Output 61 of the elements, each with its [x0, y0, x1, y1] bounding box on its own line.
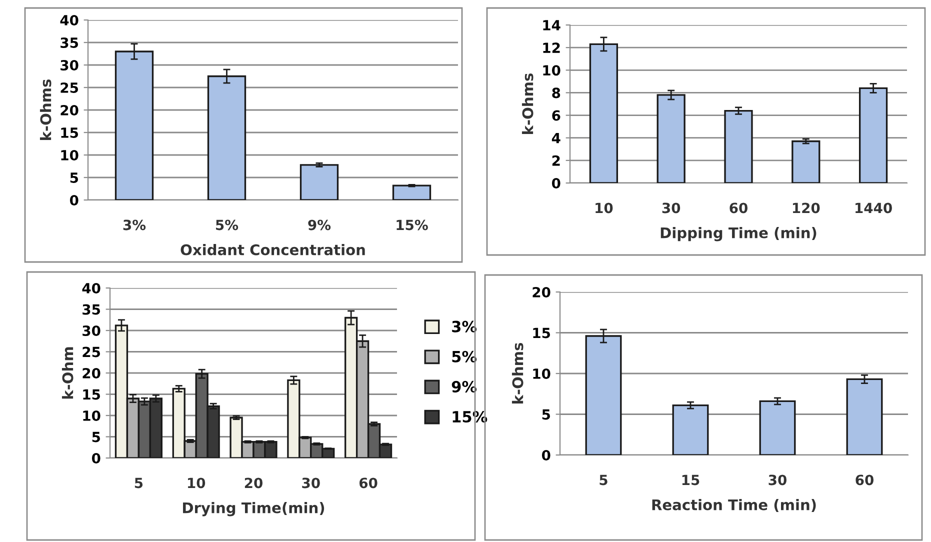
x-axis-title: Reaction Time (min): [652, 498, 816, 512]
x-tick-label: 10: [596, 202, 613, 214]
y-tick-label: 0: [552, 178, 560, 188]
y-tick-label: 20: [82, 368, 100, 378]
y-tick-label: 40: [60, 14, 78, 26]
y-tick-label: 0: [70, 194, 78, 206]
x-tick-label: 120: [792, 202, 820, 214]
legend-label: 9%: [452, 380, 477, 392]
y-tick-label: 15: [533, 328, 550, 338]
y-axis-title: k-Ohms: [512, 342, 524, 404]
x-tick-label: 10: [188, 478, 206, 488]
y-tick-label: 25: [60, 82, 78, 93]
x-tick-label: 15%: [396, 220, 428, 230]
legend-label: 3%: [452, 320, 477, 332]
y-tick-label: 35: [82, 304, 100, 315]
x-axis-title: Drying Time(min): [183, 502, 324, 516]
y-tick-label: 0: [92, 452, 100, 464]
y-tick-label: 15: [61, 128, 78, 138]
x-tick-label: 5: [600, 474, 608, 486]
y-tick-label: 30: [82, 325, 100, 336]
x-tick-label: 60: [856, 474, 874, 486]
y-tick-label: 8: [552, 88, 560, 98]
x-axis-title: Oxidant Concentration: [180, 244, 365, 256]
x-tick-label: 30: [302, 478, 320, 488]
y-tick-label: 40: [82, 282, 100, 294]
legend-label: 15%: [452, 410, 488, 423]
x-axis-title: Dipping Time (min): [660, 226, 816, 242]
y-axis-title: k-Ohms: [40, 79, 52, 140]
x-tick-label: 9%: [308, 220, 331, 230]
y-tick-label: 4: [552, 133, 560, 144]
x-tick-label: 3%: [123, 220, 146, 230]
x-tick-label: 60: [360, 478, 378, 488]
x-tick-label: 20: [244, 478, 262, 488]
x-tick-label: 15: [682, 474, 700, 486]
x-tick-label: 60: [730, 202, 748, 214]
y-tick-label: 10: [533, 368, 550, 379]
y-tick-label: 15: [83, 389, 100, 400]
x-tick-label: 1440: [856, 202, 892, 214]
y-tick-label: 20: [60, 104, 78, 116]
y-tick-label: 0: [542, 450, 550, 460]
y-tick-label: 6: [552, 110, 560, 121]
y-tick-label: 2: [552, 155, 560, 166]
y-tick-label: 35: [60, 37, 78, 48]
y-tick-label: 20: [532, 286, 550, 298]
y-tick-label: 5: [92, 432, 100, 442]
y-tick-label: 30: [60, 60, 78, 70]
x-tick-label: 5%: [216, 220, 238, 230]
y-axis-title: k-Ohm: [62, 347, 74, 399]
y-tick-label: 12: [543, 42, 560, 53]
y-axis-title: k-Ohms: [522, 73, 534, 134]
x-tick-label: 5: [134, 478, 143, 488]
y-tick-label: 10: [543, 65, 560, 76]
legend-label: 5%: [452, 350, 477, 362]
y-tick-label: 14: [543, 20, 560, 30]
x-tick-label: 30: [768, 474, 786, 486]
x-tick-label: 30: [662, 202, 680, 214]
y-tick-label: 25: [82, 346, 100, 358]
y-tick-label: 5: [70, 172, 78, 183]
y-tick-label: 10: [61, 150, 78, 160]
y-tick-label: 5: [542, 409, 550, 420]
y-tick-label: 10: [83, 410, 100, 421]
